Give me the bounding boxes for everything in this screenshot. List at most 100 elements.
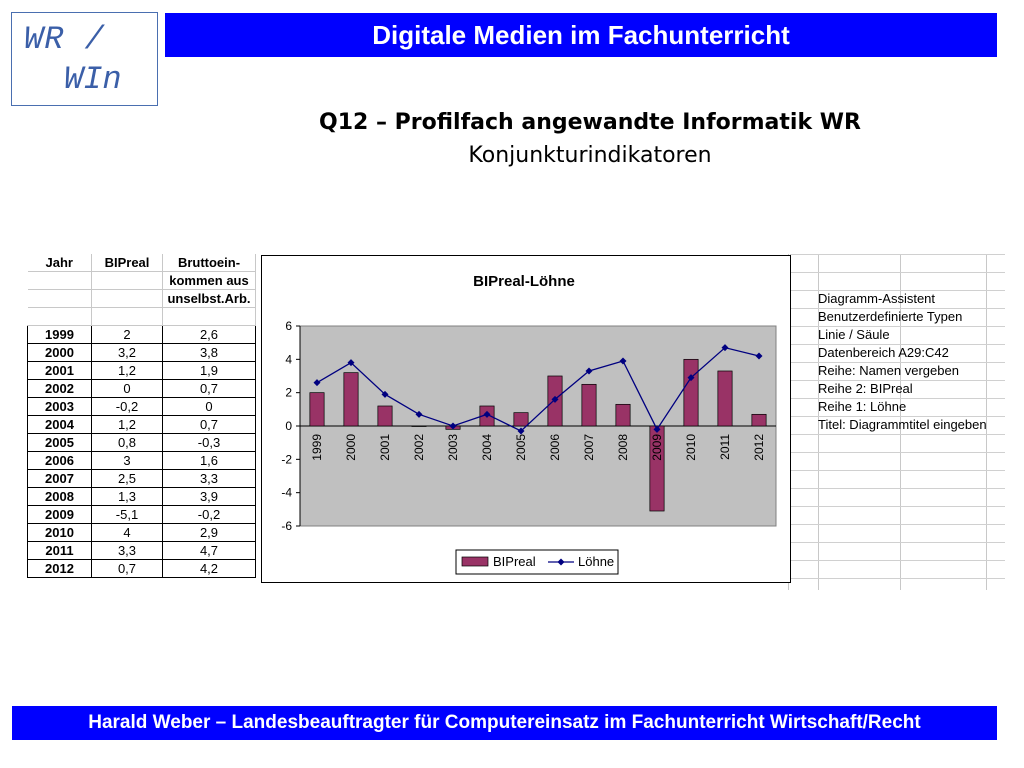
loehne-cell[interactable]: 2,9 [162,523,256,542]
bar-bipreal [411,425,427,427]
bipreal-cell[interactable]: 0,7 [91,559,163,578]
grid-row-line [790,344,1005,345]
header-brutto-2: kommen aus [162,271,256,290]
header-empty [91,289,163,308]
table-row[interactable]: 2003 -0,2 0 [27,397,256,416]
data-table: Jahr BIPreal Bruttoein- kommen aus unsel… [27,254,256,578]
point-loehne [619,357,627,365]
table-header-row: unselbst.Arb. [27,289,256,308]
bar-bipreal [343,372,359,427]
table-row[interactable]: 1999 2 2,6 [27,325,256,344]
table-row[interactable]: 2004 1,2 0,7 [27,415,256,434]
bipreal-cell[interactable]: 1,3 [91,487,163,506]
loehne-cell[interactable]: 2,6 [162,325,256,344]
table-row[interactable]: 2000 3,2 3,8 [27,343,256,362]
bipreal-cell[interactable]: 4 [91,523,163,542]
x-tick-label: 1999 [310,434,324,461]
loehne-cell[interactable]: -0,3 [162,433,256,452]
header-empty [27,289,92,308]
bipreal-cell[interactable]: 2 [91,325,163,344]
chart-title: BIPreal-Löhne [473,273,575,290]
spreadsheet: Jahr BIPreal Bruttoein- kommen aus unsel… [25,254,1005,590]
table-header-row: Jahr BIPreal Bruttoein- [27,254,256,272]
year-cell[interactable]: 2004 [27,415,92,434]
year-cell[interactable]: 1999 [27,325,92,344]
table-row[interactable]: 2006 3 1,6 [27,451,256,470]
table-row[interactable]: 2012 0,7 4,2 [27,559,256,578]
table-row[interactable]: 2007 2,5 3,3 [27,469,256,488]
year-cell[interactable]: 2000 [27,343,92,362]
bipreal-cell[interactable]: -5,1 [91,505,163,524]
loehne-cell[interactable]: 3,8 [162,343,256,362]
loehne-cell[interactable]: 0,7 [162,415,256,434]
table-row[interactable]: 2001 1,2 1,9 [27,361,256,380]
slide-title: Q12 – Profilfach angewandte Informatik W… [319,110,861,135]
bipreal-cell[interactable]: -0,2 [91,397,163,416]
point-loehne [755,352,763,360]
loehne-cell[interactable]: 0,7 [162,379,256,398]
table-row[interactable]: 2002 0 0,7 [27,379,256,398]
table-row[interactable]: 2008 1,3 3,9 [27,487,256,506]
slide-subtitle: Konjunkturindikatoren [468,143,712,168]
y-tick-label: 4 [285,352,292,366]
loehne-cell[interactable]: 3,9 [162,487,256,506]
year-cell[interactable]: 2006 [27,451,92,470]
table-row[interactable]: 2005 0,8 -0,3 [27,433,256,452]
loehne-cell[interactable]: -0,2 [162,505,256,524]
grid-column-line [818,254,819,590]
side-notes: Diagramm-Assistent Benutzerdefinierte Typ… [818,290,987,434]
bipreal-cell[interactable]: 3 [91,451,163,470]
year-cell[interactable]: 2010 [27,523,92,542]
grid-row-line [790,524,1005,525]
loehne-cell[interactable]: 1,6 [162,451,256,470]
bipreal-cell[interactable]: 3,3 [91,541,163,560]
header-brutto-3: unselbst.Arb. [162,289,256,308]
side-note: Diagramm-Assistent [818,291,936,306]
year-cell[interactable]: 2009 [27,505,92,524]
bipreal-cell[interactable]: 3,2 [91,343,163,362]
footer-text: Harald Weber – Landesbeauftragter für Co… [88,712,921,733]
table-row[interactable]: 2009 -5,1 -0,2 [27,505,256,524]
legend-marker-loehne [557,558,565,566]
y-tick-label: -6 [281,519,292,533]
table-row[interactable]: 2011 3,3 4,7 [27,541,256,560]
bar-bipreal [717,370,733,427]
year-cell[interactable]: 2012 [27,559,92,578]
x-tick-label: 2005 [514,434,528,461]
side-note: Reihe: Namen vergeben [818,363,959,378]
bipreal-cell[interactable]: 1,2 [91,361,163,380]
x-tick-label: 2011 [718,434,732,460]
year-cell[interactable]: 2003 [27,397,92,416]
x-tick-label: 2007 [582,434,596,461]
table-row[interactable]: 2010 4 2,9 [27,523,256,542]
loehne-cell[interactable]: 0 [162,397,256,416]
side-note: Benutzerdefinierte Typen [818,309,963,324]
year-cell[interactable]: 2002 [27,379,92,398]
year-cell[interactable]: 2007 [27,469,92,488]
point-loehne [381,390,389,398]
bar-bipreal [581,383,597,427]
grid-row-line [790,254,1005,255]
bipreal-cell[interactable]: 2,5 [91,469,163,488]
grid-row-line [790,416,1005,417]
chart[interactable]: BIPreal-Löhne -6 -4 -2 0 2 4 6 1999 2000 2001 2002 2… [261,255,791,583]
loehne-cell[interactable]: 4,2 [162,559,256,578]
y-tick-label: -2 [281,452,292,466]
point-loehne [653,425,661,433]
bipreal-cell[interactable]: 0,8 [91,433,163,452]
bipreal-cell[interactable]: 0 [91,379,163,398]
grid-row-line [790,470,1005,471]
year-cell[interactable]: 2008 [27,487,92,506]
table-spacer-row [27,307,256,326]
year-cell[interactable]: 2005 [27,433,92,452]
x-tick-label: 2010 [684,434,698,461]
year-cell[interactable]: 2011 [27,541,92,560]
bipreal-cell[interactable]: 1,2 [91,415,163,434]
bar-bipreal [751,413,767,427]
bar-bipreal [683,358,699,427]
side-note: Reihe 2: BIPreal [818,381,913,396]
year-cell[interactable]: 2001 [27,361,92,380]
loehne-cell[interactable]: 3,3 [162,469,256,488]
loehne-cell[interactable]: 4,7 [162,541,256,560]
loehne-cell[interactable]: 1,9 [162,361,256,380]
